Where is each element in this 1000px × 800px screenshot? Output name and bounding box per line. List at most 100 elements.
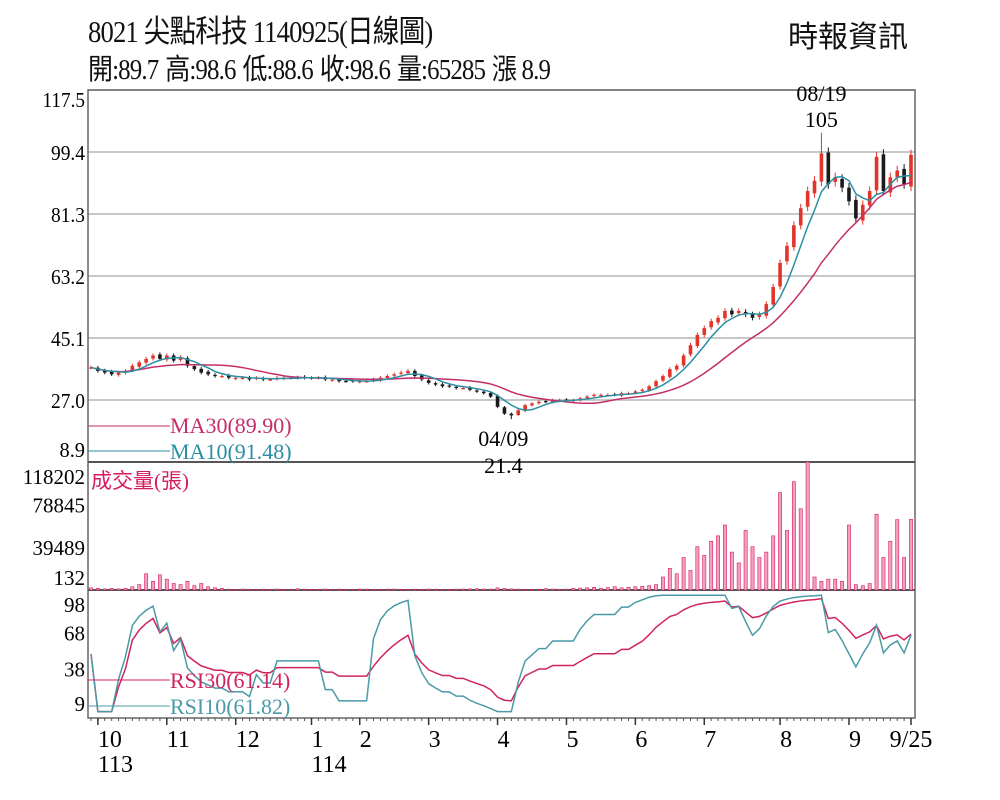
x-month-label: 10	[98, 727, 122, 753]
price-tick-label: 81.3	[51, 203, 85, 227]
candle-body	[819, 153, 824, 182]
volume-bar	[481, 588, 486, 591]
candle-body	[847, 187, 851, 202]
volume-bar	[447, 588, 452, 591]
volume-bar	[819, 581, 824, 591]
volume-bar	[116, 588, 121, 591]
volume-bar	[695, 546, 700, 591]
x-year-label: 114	[312, 752, 347, 778]
ma10-line	[90, 174, 912, 412]
volume-bar	[247, 588, 252, 591]
candle-body	[840, 178, 844, 188]
low-value-label: 21.4	[484, 453, 523, 478]
volume-bar	[123, 588, 128, 591]
candle-body	[488, 392, 493, 397]
quote-open: 開:89.7	[88, 54, 159, 86]
volume-bar	[888, 540, 893, 591]
candle-body	[475, 390, 479, 392]
volume-bar	[543, 588, 548, 591]
volume-bar	[530, 589, 534, 591]
high-value-label: 105	[805, 107, 838, 132]
volume-bar	[426, 588, 431, 591]
volume-bar	[454, 588, 459, 591]
volume-bar	[185, 581, 190, 591]
candle-body	[495, 395, 500, 407]
candle-body	[137, 362, 142, 367]
rsi-tick-label: 38	[64, 657, 85, 681]
volume-bar	[226, 588, 231, 591]
candle-body	[654, 381, 658, 387]
candle-body	[668, 369, 672, 377]
volume-bar	[385, 588, 390, 591]
volume-bar	[840, 581, 844, 591]
rsi-tick-label: 9	[75, 692, 86, 716]
volume-bar	[89, 587, 93, 591]
volume-bar	[654, 584, 658, 591]
volume-bar	[95, 588, 100, 591]
quote-high: 高:98.6	[165, 54, 236, 86]
candle-body	[833, 177, 838, 182]
volume-bar	[523, 588, 528, 591]
volume-bar	[853, 584, 858, 591]
candle-body	[585, 396, 589, 399]
x-month-label: 11	[167, 727, 190, 753]
candle-body	[530, 403, 534, 406]
candle-body	[509, 413, 514, 416]
volume-bar	[612, 586, 617, 591]
volume-bar	[805, 461, 810, 591]
volume-bar	[364, 588, 369, 591]
volume-bar	[268, 588, 273, 591]
candle-body	[158, 354, 162, 359]
candle-body	[433, 383, 438, 385]
candle-body	[874, 156, 879, 191]
volume-bar	[502, 588, 507, 591]
volume-axis-title: 成交量(張)	[91, 469, 189, 493]
volume-bar	[647, 585, 652, 591]
candle-body	[709, 321, 713, 328]
rsi30-line	[90, 597, 912, 713]
candle-body	[640, 389, 645, 391]
candle-body	[185, 358, 190, 366]
volume-bar	[895, 519, 900, 591]
volume-bar	[812, 576, 817, 591]
ma30-legend: MA30(89.90)	[170, 413, 292, 438]
candle-body	[206, 371, 210, 375]
volume-bar	[640, 585, 645, 591]
volume-bar	[847, 524, 851, 591]
volume-bar	[571, 588, 576, 591]
volume-bar	[723, 524, 727, 591]
volume-bar	[412, 588, 417, 591]
candle-body	[192, 366, 197, 370]
volume-bar	[826, 578, 831, 591]
volume-bar	[564, 588, 569, 591]
candle-body	[116, 372, 121, 375]
candle-body	[661, 376, 665, 381]
candle-body	[330, 379, 334, 381]
volume-bar	[736, 562, 741, 591]
candle-body	[227, 375, 231, 378]
volume-bar	[254, 589, 259, 591]
volume-bar	[626, 586, 631, 591]
candle-body	[736, 310, 741, 314]
candle-body	[102, 370, 107, 373]
price-tick-label: 63.2	[51, 265, 85, 289]
rsi-tick-label: 68	[64, 621, 85, 645]
candle-body	[426, 380, 431, 383]
volume-bar	[323, 588, 328, 591]
candle-body	[854, 199, 858, 219]
volume-bar	[488, 588, 493, 591]
candle-body	[764, 304, 769, 316]
volume-bar	[791, 481, 796, 591]
candle-body	[702, 328, 707, 335]
candle-body	[792, 225, 796, 248]
candle-body	[895, 170, 900, 178]
candle-body	[826, 152, 831, 185]
volume-bar	[371, 588, 376, 591]
volume-tick-label: 118202	[23, 465, 85, 489]
volume-bar	[137, 584, 142, 591]
candle-body	[371, 379, 376, 381]
rsi30-legend: RSI30(61.14)	[170, 668, 290, 693]
volume-bar	[619, 587, 624, 591]
volume-bar	[406, 589, 410, 591]
